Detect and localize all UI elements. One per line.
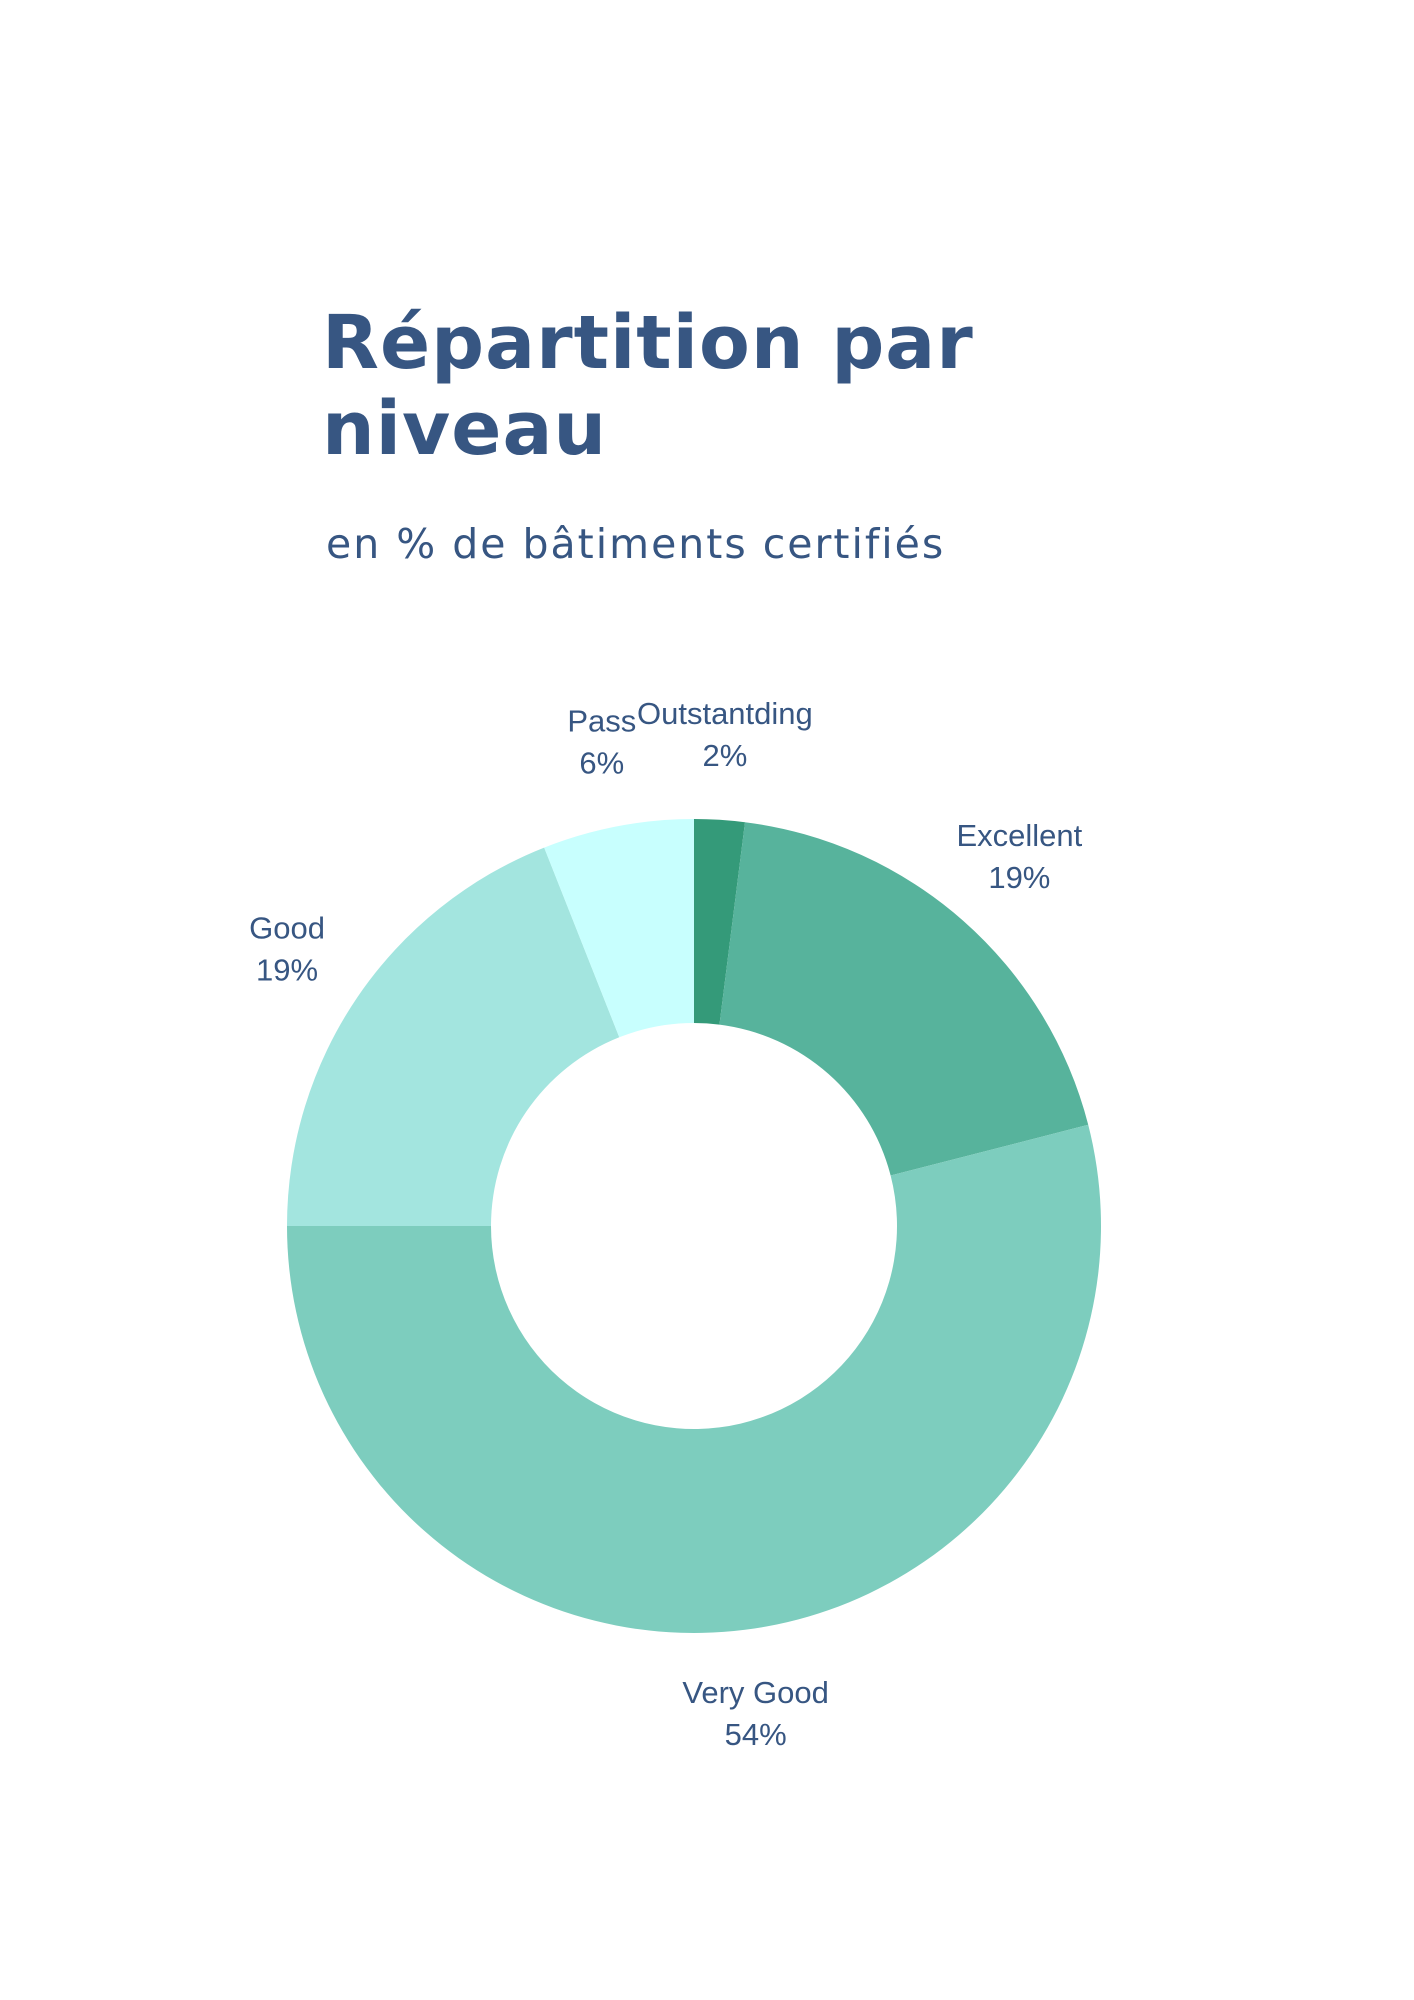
slice-pass — [544, 819, 694, 1038]
label-pass-name: Pass — [567, 704, 636, 739]
slice-outstantding — [694, 819, 746, 1025]
label-pass-value: 6% — [579, 746, 624, 781]
slice-good — [287, 847, 620, 1226]
label-excellent-value: 19% — [988, 860, 1050, 895]
label-very-good-name: Very Good — [682, 1675, 828, 1710]
label-good-name: Good — [249, 910, 325, 945]
label-very-good-value: 54% — [725, 1717, 787, 1752]
chart-subtitle: en % de bâtiments certifiés — [326, 520, 946, 568]
label-excellent-name: Excellent — [956, 818, 1082, 853]
chart-title: Répartition par niveau — [322, 300, 974, 472]
label-outstantding-name: Outstantding — [637, 696, 813, 731]
label-good-value: 19% — [256, 952, 318, 987]
slice-excellent — [719, 822, 1089, 1176]
slice-very-good — [287, 1124, 1101, 1633]
label-outstantding-value: 2% — [702, 738, 747, 773]
